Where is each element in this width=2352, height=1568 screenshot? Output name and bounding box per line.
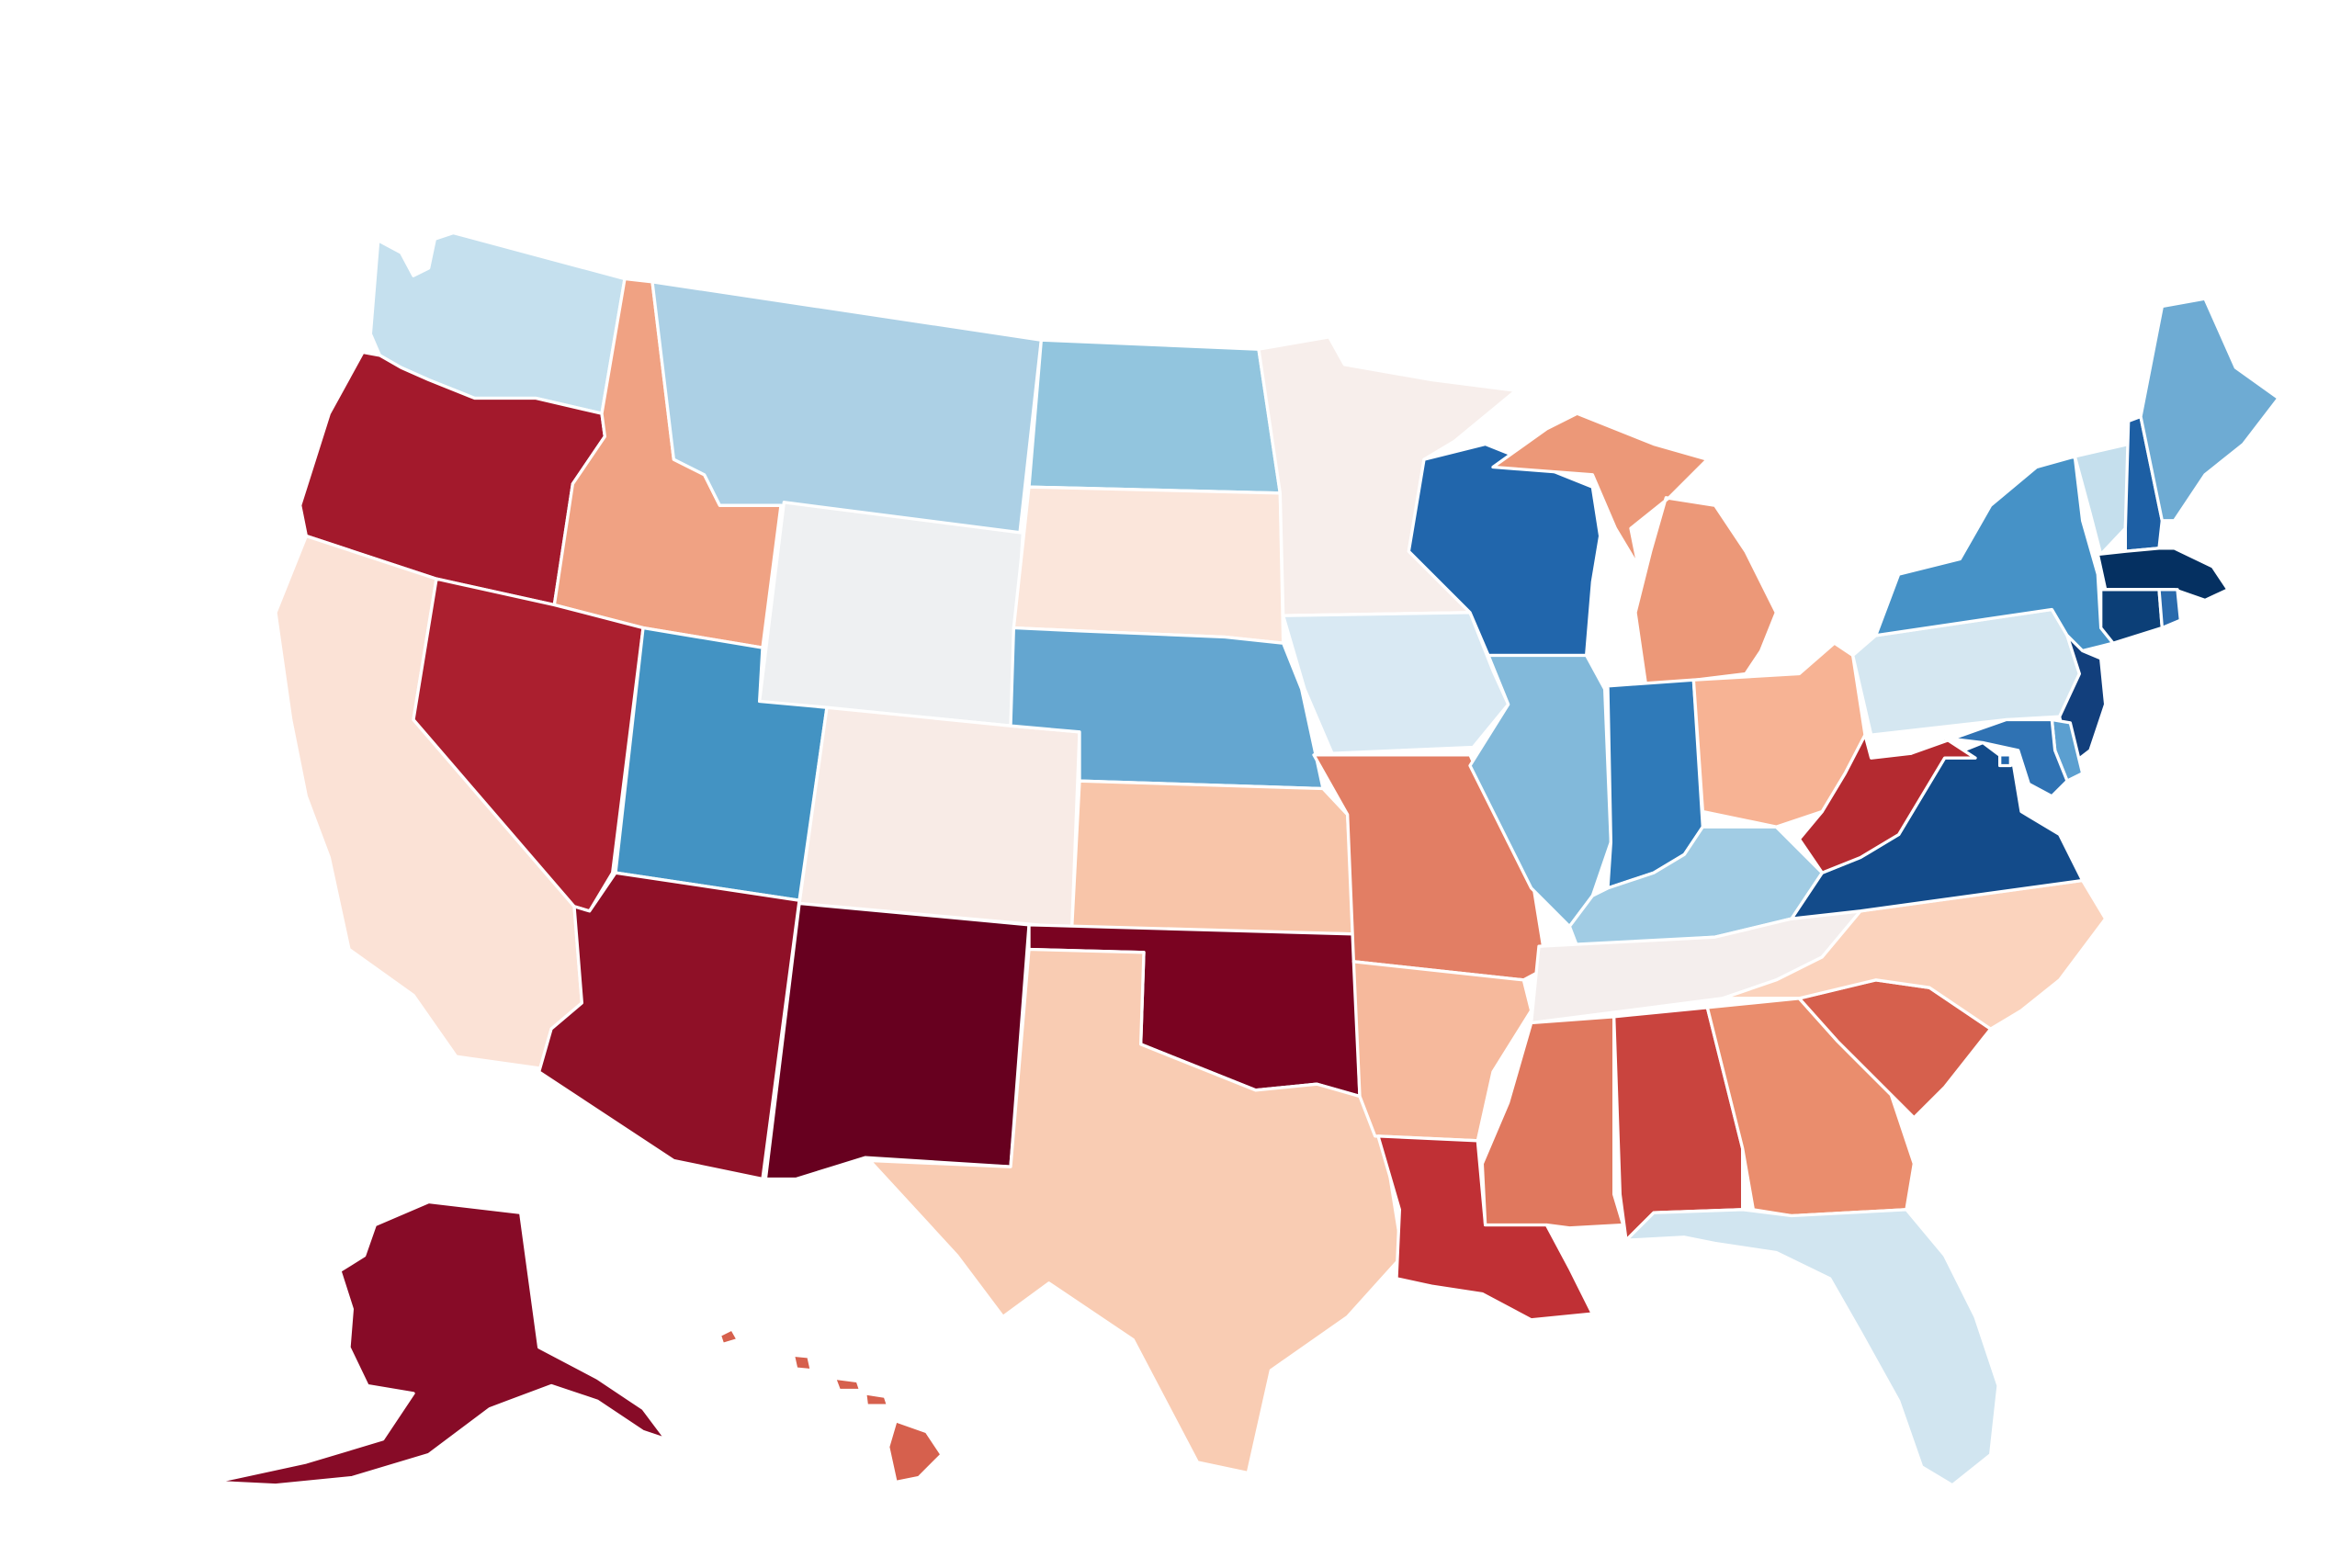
state-me[interactable] [2139, 297, 2280, 523]
state-ks[interactable] [1070, 779, 1356, 936]
state-mn[interactable] [1257, 335, 1518, 617]
state-co[interactable] [797, 705, 1081, 930]
state-sd[interactable] [1012, 485, 1285, 645]
state-md[interactable] [1909, 717, 2069, 798]
state-ne[interactable] [1009, 626, 1325, 791]
state-wy[interactable] [758, 501, 1025, 728]
state-nd[interactable] [1027, 338, 1283, 495]
state-az[interactable] [537, 871, 801, 1181]
state-hi[interactable] [718, 1327, 944, 1484]
state-ms[interactable] [1480, 1015, 1625, 1230]
state-fl[interactable] [1624, 1208, 2000, 1487]
state-vt[interactable] [2073, 442, 2131, 557]
state-wv[interactable] [1797, 733, 1977, 874]
state-mi[interactable] [1491, 412, 1779, 688]
state-dc[interactable] [1998, 753, 2012, 768]
state-nm[interactable] [763, 901, 1031, 1181]
state-ar[interactable] [1351, 960, 1533, 1143]
state-ak[interactable] [212, 1200, 668, 1487]
state-ri[interactable] [2157, 588, 2182, 630]
state-ct[interactable] [2099, 588, 2164, 645]
state-tx[interactable] [868, 947, 1405, 1475]
